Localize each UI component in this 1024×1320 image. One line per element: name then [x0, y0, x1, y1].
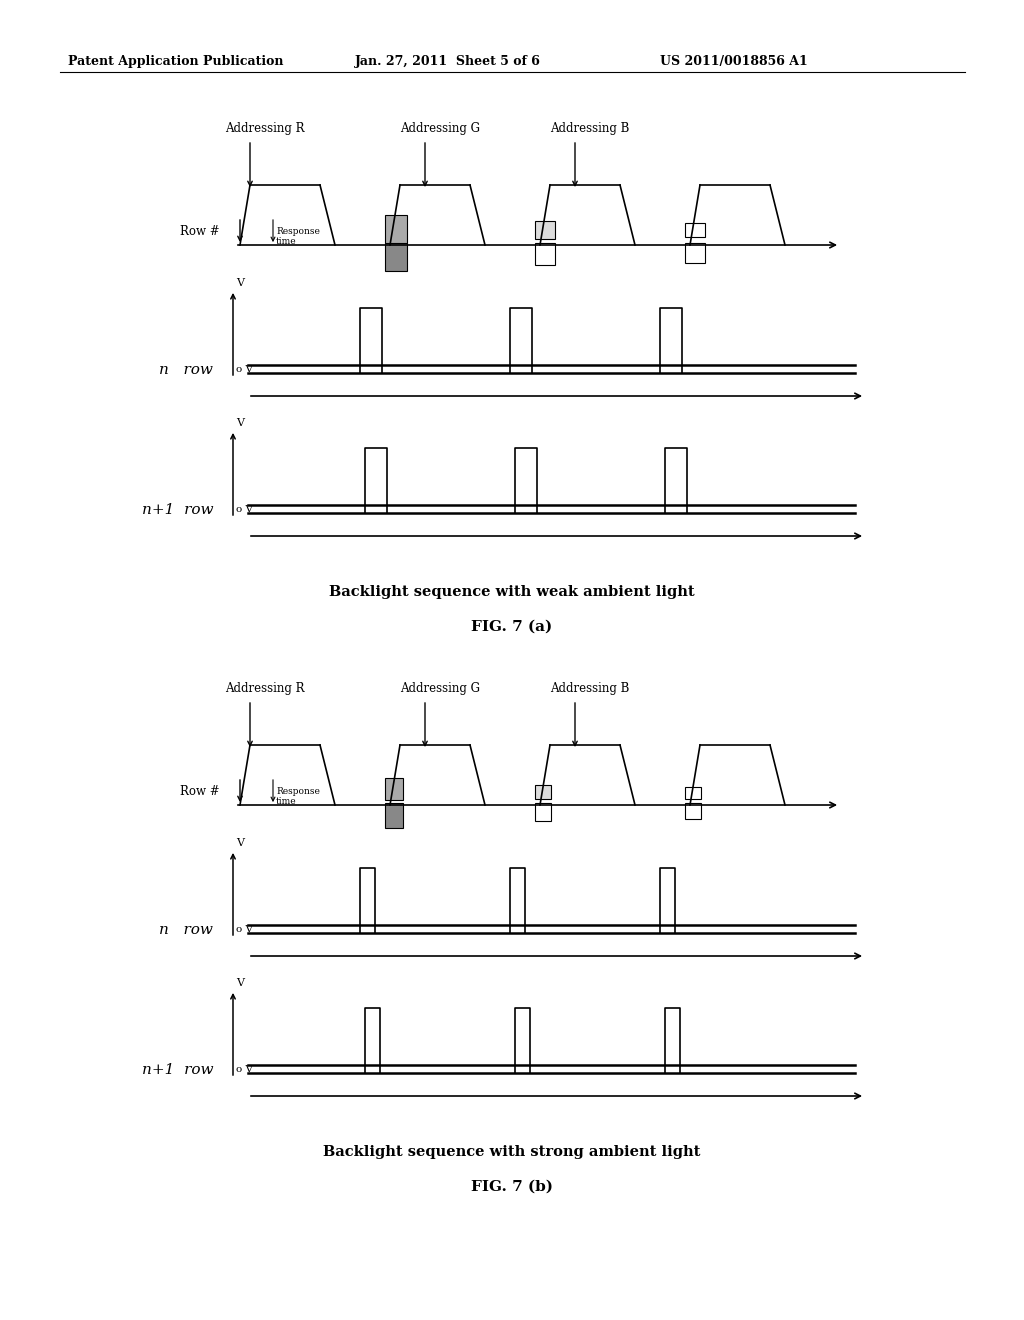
Text: o V: o V: [236, 504, 253, 513]
Bar: [685, 787, 701, 799]
Text: V: V: [236, 978, 244, 987]
Text: o V: o V: [236, 924, 253, 933]
Bar: [685, 243, 705, 263]
Text: Addressing R: Addressing R: [225, 121, 304, 135]
Bar: [385, 243, 407, 271]
Text: V: V: [236, 279, 244, 288]
Text: n   row: n row: [159, 923, 213, 937]
Text: FIG. 7 (b): FIG. 7 (b): [471, 1180, 553, 1195]
Text: Addressing B: Addressing B: [550, 121, 630, 135]
Bar: [535, 785, 551, 799]
Bar: [385, 803, 403, 828]
Bar: [385, 215, 407, 243]
Text: n+1  row: n+1 row: [141, 1063, 213, 1077]
Text: US 2011/0018856 A1: US 2011/0018856 A1: [660, 55, 808, 69]
Text: Addressing R: Addressing R: [225, 682, 304, 696]
Text: V: V: [236, 418, 244, 428]
Text: o V: o V: [236, 1064, 253, 1073]
Bar: [535, 220, 555, 239]
Bar: [535, 243, 555, 265]
Bar: [685, 803, 701, 818]
Bar: [535, 803, 551, 821]
Text: n+1  row: n+1 row: [141, 503, 213, 517]
Text: o V: o V: [236, 364, 253, 374]
Bar: [385, 777, 403, 800]
Text: Row #: Row #: [180, 785, 219, 799]
Text: Row #: Row #: [180, 224, 219, 238]
Text: Backlight sequence with strong ambient light: Backlight sequence with strong ambient l…: [324, 1144, 700, 1159]
Text: Jan. 27, 2011  Sheet 5 of 6: Jan. 27, 2011 Sheet 5 of 6: [355, 55, 541, 69]
Text: FIG. 7 (a): FIG. 7 (a): [471, 620, 553, 634]
Text: n   row: n row: [159, 363, 213, 378]
Text: Addressing G: Addressing G: [400, 682, 480, 696]
Text: Response
time: Response time: [276, 227, 319, 246]
Text: V: V: [236, 838, 244, 847]
Bar: [685, 223, 705, 238]
Text: Addressing G: Addressing G: [400, 121, 480, 135]
Text: Backlight sequence with weak ambient light: Backlight sequence with weak ambient lig…: [329, 585, 695, 599]
Text: Addressing B: Addressing B: [550, 682, 630, 696]
Text: Response
time: Response time: [276, 787, 319, 805]
Text: Patent Application Publication: Patent Application Publication: [68, 55, 284, 69]
